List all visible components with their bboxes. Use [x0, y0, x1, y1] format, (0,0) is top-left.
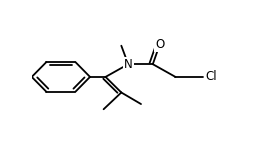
- Text: Cl: Cl: [205, 70, 217, 83]
- Text: O: O: [155, 38, 164, 51]
- Text: N: N: [124, 58, 133, 71]
